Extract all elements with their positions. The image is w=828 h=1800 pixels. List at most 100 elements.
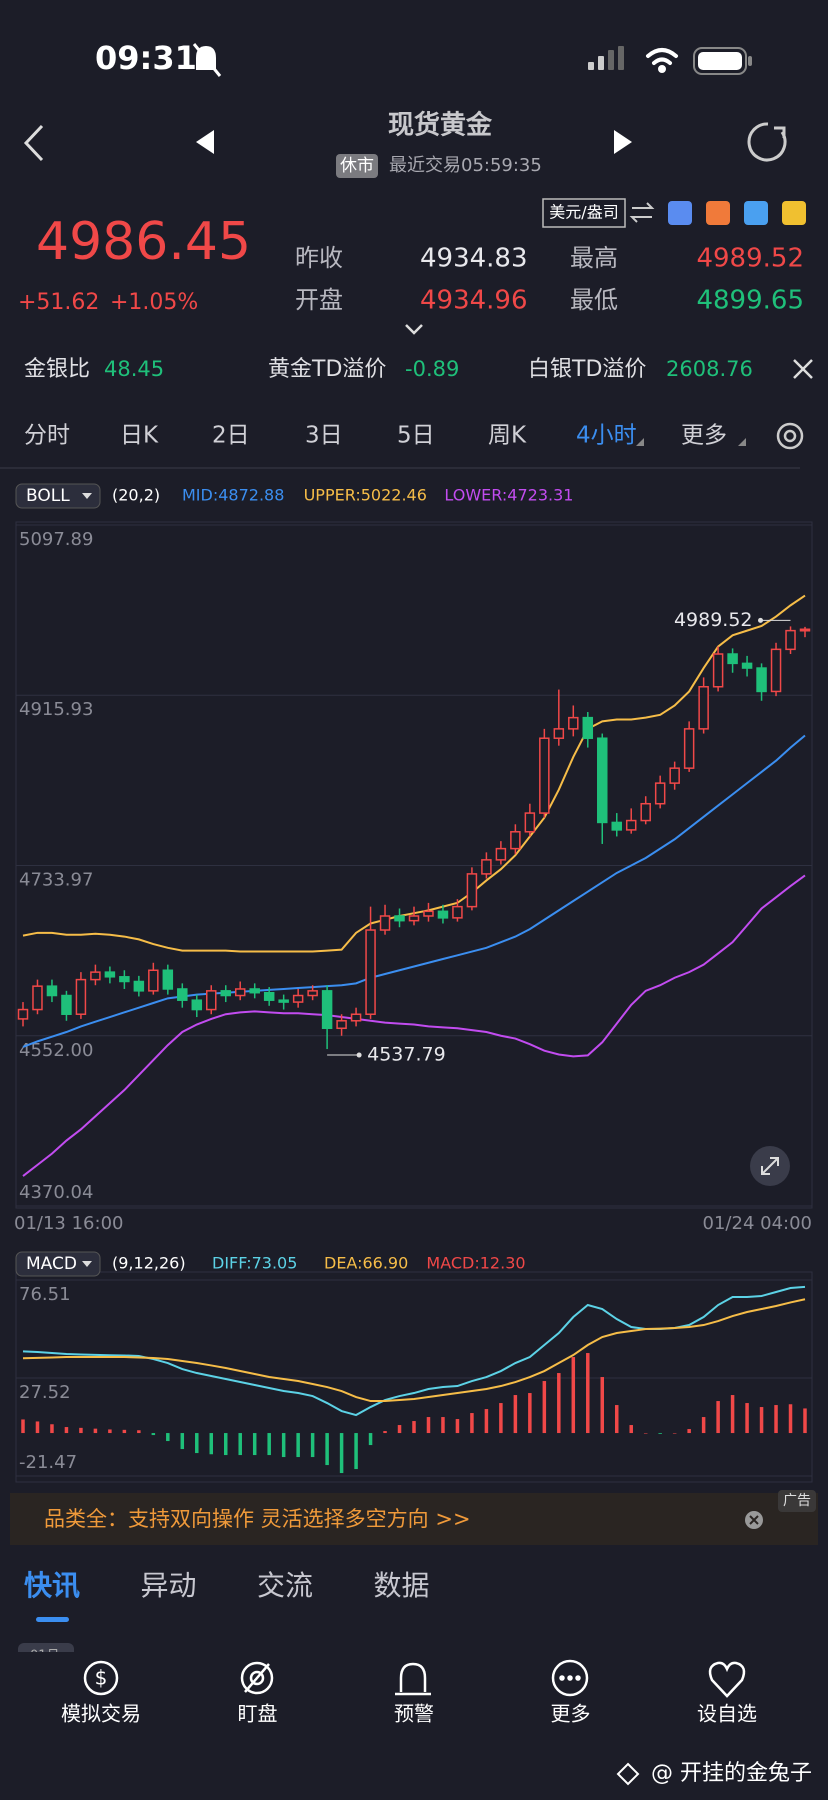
y-tick-label: 4552.00 xyxy=(19,1040,93,1061)
macd-bar xyxy=(50,1424,54,1434)
refresh-button[interactable] xyxy=(747,122,787,162)
nav-icon[interactable] xyxy=(395,1662,431,1696)
nav-icon[interactable] xyxy=(551,1659,589,1697)
candle-body xyxy=(510,831,521,850)
period-tab[interactable]: 5日 xyxy=(397,423,435,449)
candle-body xyxy=(263,991,275,1001)
candle-body xyxy=(292,994,304,1003)
candle-body xyxy=(104,971,116,978)
tool-icon[interactable] xyxy=(782,201,806,225)
macd-bar xyxy=(730,1395,735,1434)
period-tab[interactable]: 2日 xyxy=(212,423,250,449)
candle-body xyxy=(408,915,420,922)
candle-body xyxy=(379,915,391,931)
nav-icon[interactable]: $ xyxy=(83,1660,119,1696)
next-button[interactable] xyxy=(614,130,632,154)
price: 4986.45 xyxy=(36,212,251,272)
candle-body xyxy=(177,988,188,1001)
candle-body xyxy=(625,819,637,831)
macd-bar xyxy=(151,1433,156,1436)
candle-body xyxy=(423,910,434,917)
candle-body xyxy=(712,653,724,688)
candle-body xyxy=(611,821,622,831)
macd-bar xyxy=(354,1433,358,1470)
macd-bar xyxy=(528,1393,532,1434)
unit-box[interactable] xyxy=(542,198,626,228)
y-tick-label: 4733.97 xyxy=(19,869,93,890)
news-tab[interactable]: 交流 xyxy=(257,1569,313,1602)
macd-bar xyxy=(137,1430,141,1434)
legend-entry: DIFF:73.05 xyxy=(212,1254,297,1273)
charts: BOLL (20,2) MID:4872.88 UPPER:5022.46 LOWER:… xyxy=(14,483,812,1477)
macd-bar xyxy=(701,1417,706,1434)
y-tick-label: -21.47 xyxy=(19,1452,77,1473)
settings-button[interactable] xyxy=(776,422,804,450)
period-tab[interactable]: 周K xyxy=(488,423,527,449)
macd-bar xyxy=(209,1433,214,1455)
candle-body xyxy=(394,915,405,922)
candle-body xyxy=(119,976,130,983)
close-ratios[interactable] xyxy=(793,359,813,379)
legend-entry: MID:4872.88 xyxy=(182,486,284,505)
watermark-logo xyxy=(616,1762,640,1786)
macd-bar xyxy=(759,1407,764,1434)
candle-body xyxy=(162,969,174,990)
macd-bar xyxy=(513,1395,518,1434)
news-tab[interactable]: 快讯 xyxy=(24,1569,80,1602)
nav-label[interactable]: 设自选 xyxy=(697,1702,757,1726)
annotation: 4989.52 xyxy=(674,609,753,631)
period-tab[interactable]: 4小时 xyxy=(576,423,637,449)
candle-body xyxy=(481,859,492,875)
swap-icon[interactable] xyxy=(629,202,655,223)
battery-icon xyxy=(693,47,752,75)
macd-bar xyxy=(108,1429,112,1434)
macd-bar xyxy=(643,1433,648,1434)
candle-body xyxy=(654,782,666,805)
indicator-line xyxy=(22,874,806,1177)
news-tabs: 快讯 异动 交流 数据 xyxy=(24,1569,430,1602)
mute-icon xyxy=(192,43,222,77)
ad-banner[interactable] xyxy=(10,1493,818,1545)
macd-bar xyxy=(629,1425,633,1434)
annotation: 4537.79 xyxy=(367,1044,446,1066)
nav-icon[interactable] xyxy=(708,1661,746,1698)
period-tab[interactable]: 日K xyxy=(120,423,159,449)
nav-icon[interactable] xyxy=(240,1661,274,1695)
nav-label[interactable]: 更多 xyxy=(551,1702,591,1726)
tool-icon[interactable] xyxy=(744,201,768,225)
prev-button[interactable] xyxy=(196,130,214,154)
macd-bar xyxy=(586,1353,590,1434)
macd-bar xyxy=(571,1357,576,1434)
expand-chevron[interactable] xyxy=(405,324,423,335)
period-tab[interactable]: 更多 xyxy=(681,423,727,449)
indicator-selector[interactable] xyxy=(15,1251,101,1277)
news-tab[interactable]: 异动 xyxy=(141,1569,197,1602)
nav-label[interactable]: 模拟交易 xyxy=(61,1702,141,1726)
macd-bar xyxy=(470,1413,474,1434)
fullscreen-button[interactable] xyxy=(750,1146,790,1186)
nav-label[interactable]: 盯盘 xyxy=(238,1702,278,1726)
legend-entry: LOWER:4723.31 xyxy=(444,486,573,505)
stat-value: 4899.65 xyxy=(696,286,804,316)
tool-icon[interactable] xyxy=(668,201,692,225)
candle-body xyxy=(437,910,449,919)
news-tab[interactable]: 数据 xyxy=(374,1569,430,1602)
nav-label[interactable]: 预警 xyxy=(394,1702,434,1726)
indicator-params: (20,2) xyxy=(112,486,160,505)
tool-icon[interactable] xyxy=(706,201,730,225)
macd-bar xyxy=(296,1433,300,1458)
indicator-selector[interactable] xyxy=(15,483,101,509)
candle-body xyxy=(17,1008,29,1020)
stat-value: 4934.96 xyxy=(420,286,528,316)
candle-body xyxy=(553,728,565,739)
macd-bar xyxy=(397,1425,402,1434)
period-tab[interactable]: 分时 xyxy=(24,423,70,449)
dropdown-mark xyxy=(636,438,644,446)
macd-bar xyxy=(325,1433,329,1466)
back-button[interactable] xyxy=(23,124,44,162)
dropdown-mark xyxy=(738,438,746,446)
ad-tag-bg xyxy=(778,1490,816,1512)
ad-close[interactable] xyxy=(745,1511,763,1529)
period-tab[interactable]: 3日 xyxy=(305,423,343,449)
candle-body xyxy=(597,737,608,824)
